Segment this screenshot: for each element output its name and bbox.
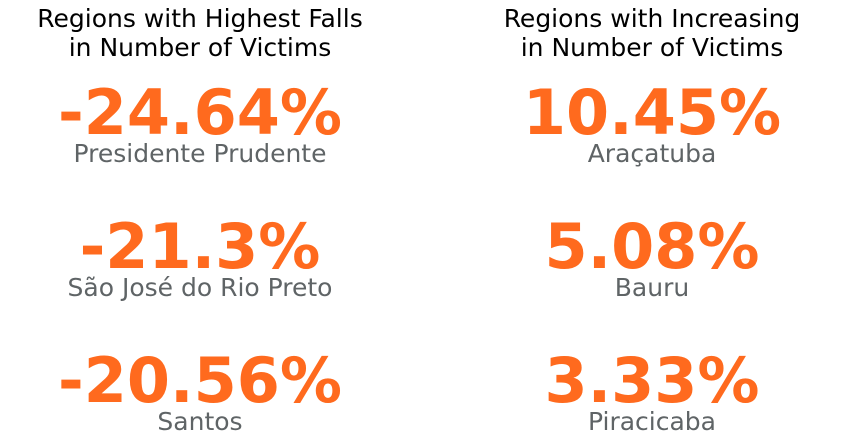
falls-entry-region: Presidente Prudente — [73, 139, 327, 168]
increases-title-line2: in Number of Victims — [520, 33, 784, 62]
increases-entry: 10.45% Araçatuba — [452, 76, 851, 169]
increases-panel: Regions with Increasing in Number of Vic… — [452, 0, 851, 448]
increases-title-line1: Regions with Increasing — [503, 4, 801, 33]
increases-entry-region: Bauru — [614, 273, 690, 302]
falls-entry: -24.64% Presidente Prudente — [0, 76, 400, 169]
falls-entry: -20.56% Santos — [0, 344, 400, 437]
increases-entry: 5.08% Bauru — [452, 210, 851, 303]
increases-entry-region: Araçatuba — [587, 139, 717, 168]
falls-entry-value: -24.64% — [58, 76, 342, 149]
falls-entry-value: -20.56% — [58, 344, 342, 417]
increases-panel-title: Regions with Increasing in Number of Vic… — [452, 4, 851, 62]
falls-entry-region: São José do Rio Preto — [67, 273, 333, 302]
falls-title-line2: in Number of Victims — [68, 33, 332, 62]
falls-entry: -21.3% São José do Rio Preto — [0, 210, 400, 303]
increases-entry: 3.33% Piracicaba — [452, 344, 851, 437]
falls-entry-region: Santos — [157, 407, 243, 436]
falls-title-line1: Regions with Highest Falls — [37, 4, 363, 33]
increases-entry-value: 5.08% — [544, 210, 760, 283]
increases-entry-value: 3.33% — [544, 344, 760, 417]
falls-panel: Regions with Highest Falls in Number of … — [0, 0, 400, 448]
increases-entry-region: Piracicaba — [587, 407, 716, 436]
increases-entry-value: 10.45% — [522, 76, 782, 149]
falls-entry-value: -21.3% — [79, 210, 321, 283]
falls-panel-title: Regions with Highest Falls in Number of … — [0, 4, 400, 62]
